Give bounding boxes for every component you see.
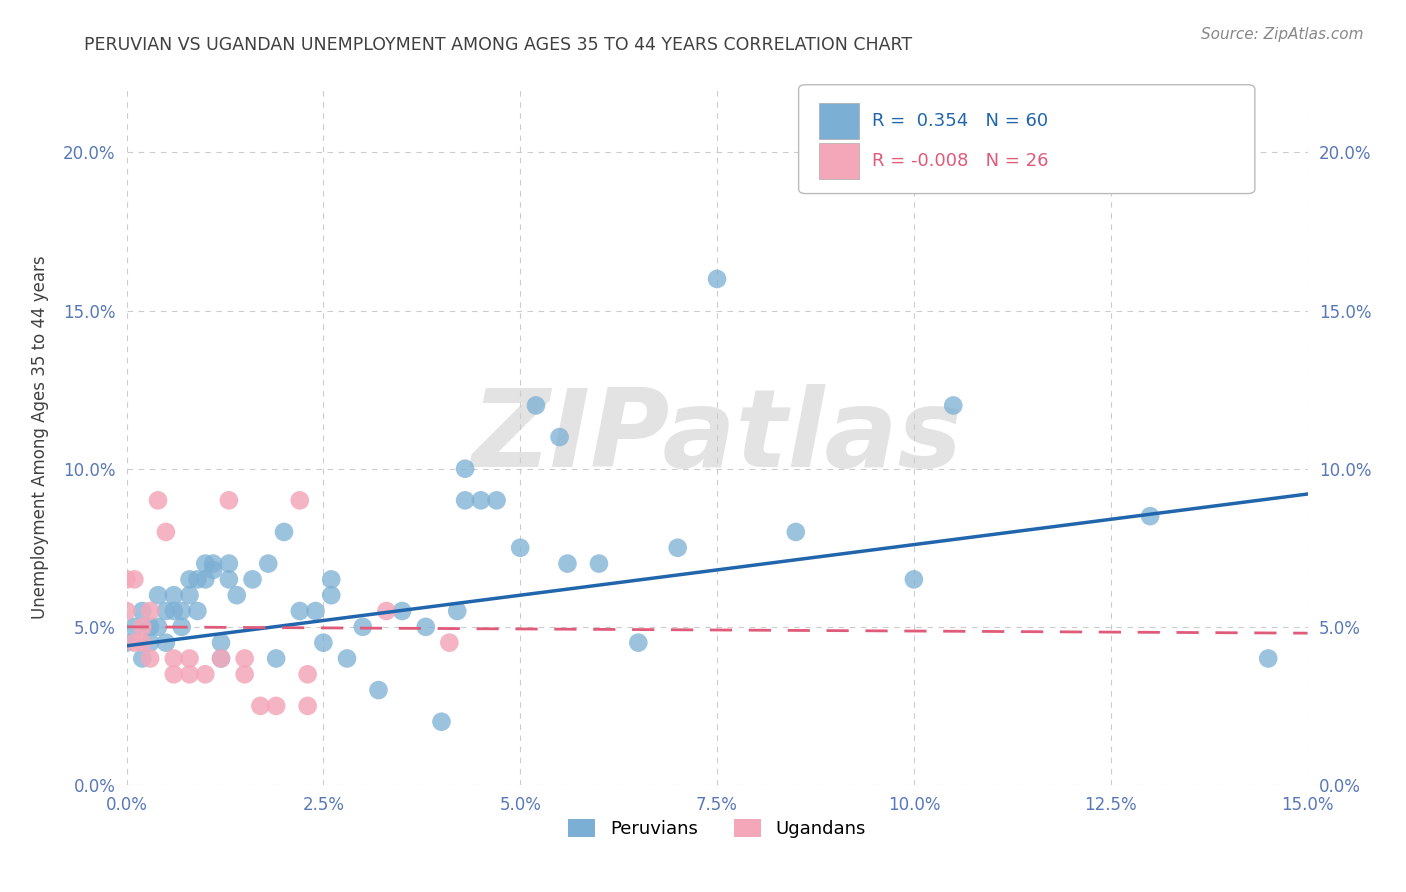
Point — [430, 714, 453, 729]
Point — [391, 604, 413, 618]
Text: ZIPatlas: ZIPatlas — [471, 384, 963, 490]
Point — [179, 588, 201, 602]
Point — [218, 557, 240, 571]
Point — [785, 524, 807, 539]
Point — [131, 604, 153, 618]
Point — [1257, 651, 1279, 665]
Point — [115, 635, 138, 649]
Point — [218, 573, 240, 587]
Point — [115, 604, 138, 618]
Text: Source: ZipAtlas.com: Source: ZipAtlas.com — [1201, 27, 1364, 42]
Point — [312, 635, 335, 649]
Point — [139, 635, 162, 649]
Point — [242, 573, 264, 587]
Point — [470, 493, 492, 508]
Point — [588, 557, 610, 571]
Point — [179, 667, 201, 681]
Point — [257, 557, 280, 571]
Point — [233, 667, 256, 681]
Point — [509, 541, 531, 555]
Point — [163, 604, 186, 618]
Point — [225, 588, 247, 602]
Point — [146, 588, 169, 602]
Point — [139, 604, 162, 618]
Text: PERUVIAN VS UGANDAN UNEMPLOYMENT AMONG AGES 35 TO 44 YEARS CORRELATION CHART: PERUVIAN VS UGANDAN UNEMPLOYMENT AMONG A… — [84, 36, 912, 54]
Point — [194, 573, 217, 587]
Point — [264, 698, 287, 713]
Point — [131, 620, 153, 634]
Point — [194, 557, 217, 571]
Point — [485, 493, 508, 508]
Point — [264, 651, 287, 665]
Point — [454, 493, 477, 508]
Point — [352, 620, 374, 634]
Text: R =  0.354   N = 60: R = 0.354 N = 60 — [872, 112, 1047, 130]
Point — [942, 399, 965, 413]
Point — [194, 667, 217, 681]
Point — [163, 588, 186, 602]
Point — [375, 604, 398, 618]
Point — [218, 493, 240, 508]
Point — [139, 651, 162, 665]
Point — [209, 651, 232, 665]
Point — [115, 573, 138, 587]
Point — [666, 541, 689, 555]
Point — [524, 399, 547, 413]
Point — [415, 620, 437, 634]
Point — [288, 604, 311, 618]
Point — [548, 430, 571, 444]
Point — [139, 620, 162, 634]
Point — [297, 667, 319, 681]
Point — [131, 651, 153, 665]
Point — [439, 635, 461, 649]
Point — [336, 651, 359, 665]
Point — [249, 698, 271, 713]
Point — [454, 461, 477, 475]
Point — [706, 272, 728, 286]
Point — [297, 698, 319, 713]
Point — [170, 620, 193, 634]
Point — [163, 651, 186, 665]
Point — [186, 573, 208, 587]
Point — [146, 620, 169, 634]
Point — [146, 493, 169, 508]
Point — [163, 667, 186, 681]
Point — [209, 635, 232, 649]
Point — [124, 573, 146, 587]
Point — [202, 563, 225, 577]
Point — [209, 651, 232, 665]
Point — [304, 604, 326, 618]
Point — [155, 524, 177, 539]
Legend: Peruvians, Ugandans: Peruvians, Ugandans — [561, 812, 873, 846]
Point — [1139, 509, 1161, 524]
Point — [186, 604, 208, 618]
Point — [124, 620, 146, 634]
Point — [202, 557, 225, 571]
Text: R = -0.008   N = 26: R = -0.008 N = 26 — [872, 153, 1049, 170]
Point — [627, 635, 650, 649]
Point — [155, 604, 177, 618]
Point — [273, 524, 295, 539]
Point — [179, 573, 201, 587]
Y-axis label: Unemployment Among Ages 35 to 44 years: Unemployment Among Ages 35 to 44 years — [31, 255, 49, 619]
Point — [288, 493, 311, 508]
Point — [233, 651, 256, 665]
Point — [367, 683, 389, 698]
Point — [170, 604, 193, 618]
Point — [321, 588, 343, 602]
Point — [557, 557, 579, 571]
Point — [446, 604, 468, 618]
Point — [179, 651, 201, 665]
Point — [131, 635, 153, 649]
Point — [155, 635, 177, 649]
Point — [903, 573, 925, 587]
Point — [321, 573, 343, 587]
Point — [124, 635, 146, 649]
